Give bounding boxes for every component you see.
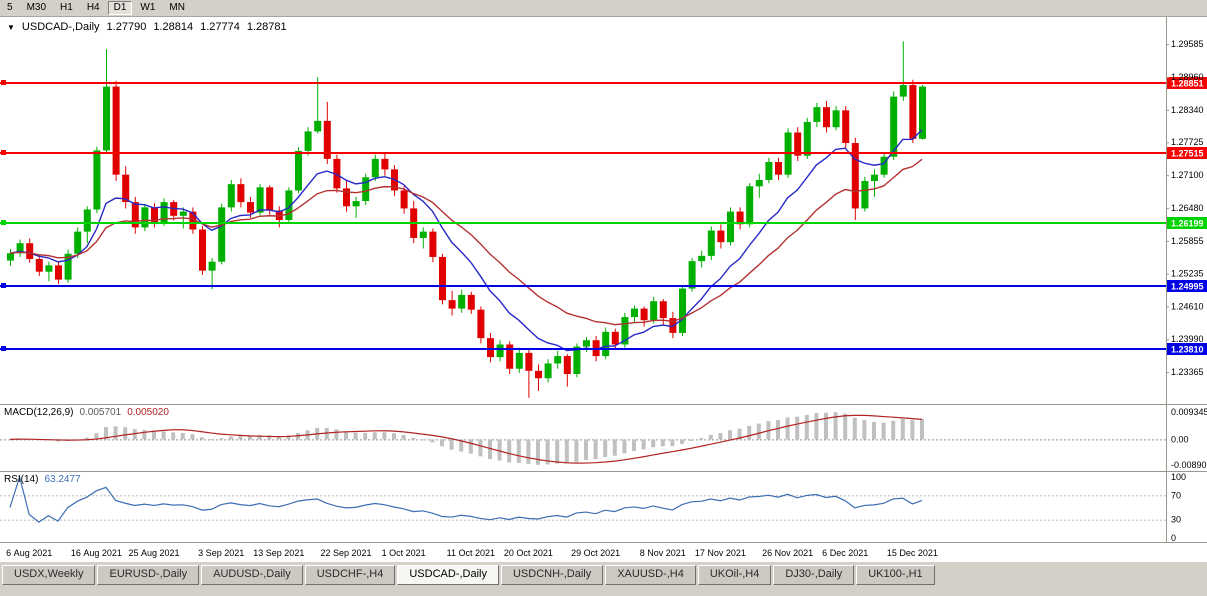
- timeframe-button-w1[interactable]: W1: [134, 1, 161, 15]
- chart-tab-usdcad-daily[interactable]: USDCAD-,Daily: [397, 565, 499, 585]
- chart-dropdown-icon[interactable]: ▼: [7, 22, 15, 32]
- chart-tab-uk100-h1[interactable]: UK100-,H1: [856, 565, 935, 585]
- chart-tab-usdx-weekly[interactable]: USDX,Weekly: [2, 565, 96, 585]
- chart-tab-xauusd-h4[interactable]: XAUUSD-,H4: [605, 565, 696, 585]
- chart-tab-usdchf-h4[interactable]: USDCHF-,H4: [304, 565, 396, 585]
- chart-tab-usdcnh-daily[interactable]: USDCNH-,Daily: [500, 565, 604, 585]
- timeframe-button-5[interactable]: 5: [1, 1, 19, 15]
- chart-tab-eurusd-daily[interactable]: EURUSD-,Daily: [97, 565, 200, 585]
- timeframe-button-h4[interactable]: H4: [81, 1, 106, 15]
- timeframe-toolbar: 5 M30 H1 H4 D1 W1 MN: [0, 0, 1207, 17]
- chart-tab-dj30-daily[interactable]: DJ30-,Daily: [773, 565, 855, 585]
- timeframe-button-mn[interactable]: MN: [163, 1, 191, 15]
- chart-canvas[interactable]: [0, 17, 1207, 561]
- timeframe-button-m30[interactable]: M30: [21, 1, 52, 15]
- timeframe-button-d1[interactable]: D1: [107, 1, 133, 15]
- chart-tabs-bar: USDX,Weekly EURUSD-,Daily AUDUSD-,Daily USD…: [0, 561, 1207, 596]
- chart-tab-audusd-daily[interactable]: AUDUSD-,Daily: [201, 565, 303, 585]
- chart-tab-ukoil-h4[interactable]: UKOil-,H4: [697, 565, 772, 585]
- timeframe-button-h1[interactable]: H1: [54, 1, 79, 15]
